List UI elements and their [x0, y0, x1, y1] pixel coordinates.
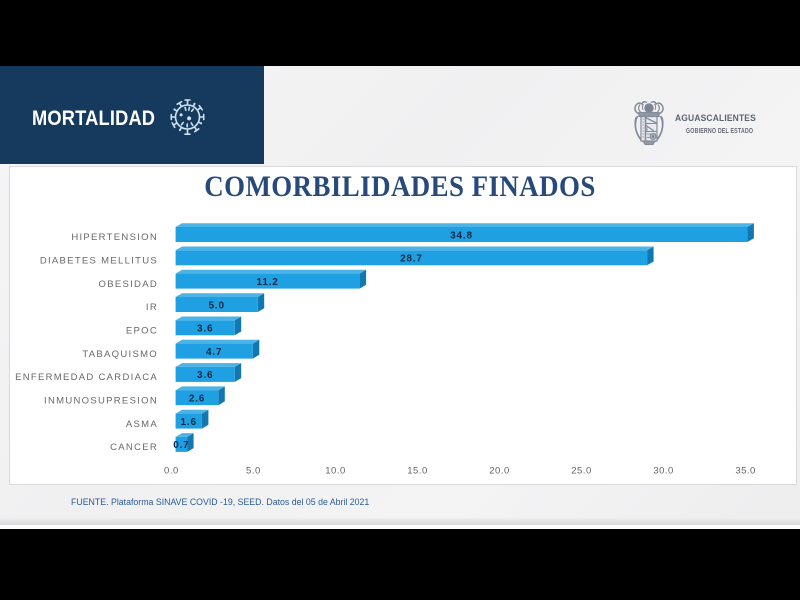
svg-text:30.0: 30.0 — [653, 466, 674, 477]
svg-text:28.7: 28.7 — [400, 254, 423, 265]
svg-text:0.0: 0.0 — [164, 466, 179, 477]
svg-text:15.0: 15.0 — [407, 466, 428, 477]
svg-text:TABAQUISMO: TABAQUISMO — [82, 349, 158, 360]
svg-text:5.0: 5.0 — [209, 300, 225, 311]
svg-text:4.7: 4.7 — [206, 347, 222, 358]
svg-text:3.6: 3.6 — [197, 324, 213, 335]
svg-text:CANCER: CANCER — [110, 442, 158, 453]
svg-text:10.0: 10.0 — [325, 466, 346, 477]
svg-text:25.0: 25.0 — [571, 466, 592, 477]
svg-text:1.6: 1.6 — [181, 417, 197, 428]
svg-text:20.0: 20.0 — [489, 466, 510, 477]
svg-text:2.6: 2.6 — [189, 394, 205, 405]
svg-text:EPOC: EPOC — [126, 326, 158, 337]
svg-text:ASMA: ASMA — [126, 419, 158, 430]
svg-text:11.2: 11.2 — [257, 277, 279, 288]
svg-text:IR: IR — [146, 302, 158, 313]
svg-text:35.0: 35.0 — [735, 466, 756, 477]
svg-text:ENFERMEDAD CARDIACA: ENFERMEDAD CARDIACA — [15, 372, 158, 383]
svg-text:0.7: 0.7 — [173, 440, 189, 451]
svg-text:HIPERTENSION: HIPERTENSION — [71, 232, 158, 243]
svg-text:DIABETES MELLITUS: DIABETES MELLITUS — [40, 256, 158, 267]
svg-text:5.0: 5.0 — [246, 466, 261, 477]
svg-text:INMUNOSUPRESION: INMUNOSUPRESION — [44, 395, 158, 406]
svg-text:34.8: 34.8 — [450, 230, 473, 241]
svg-text:OBESIDAD: OBESIDAD — [99, 279, 159, 290]
svg-text:3.6: 3.6 — [197, 370, 213, 381]
